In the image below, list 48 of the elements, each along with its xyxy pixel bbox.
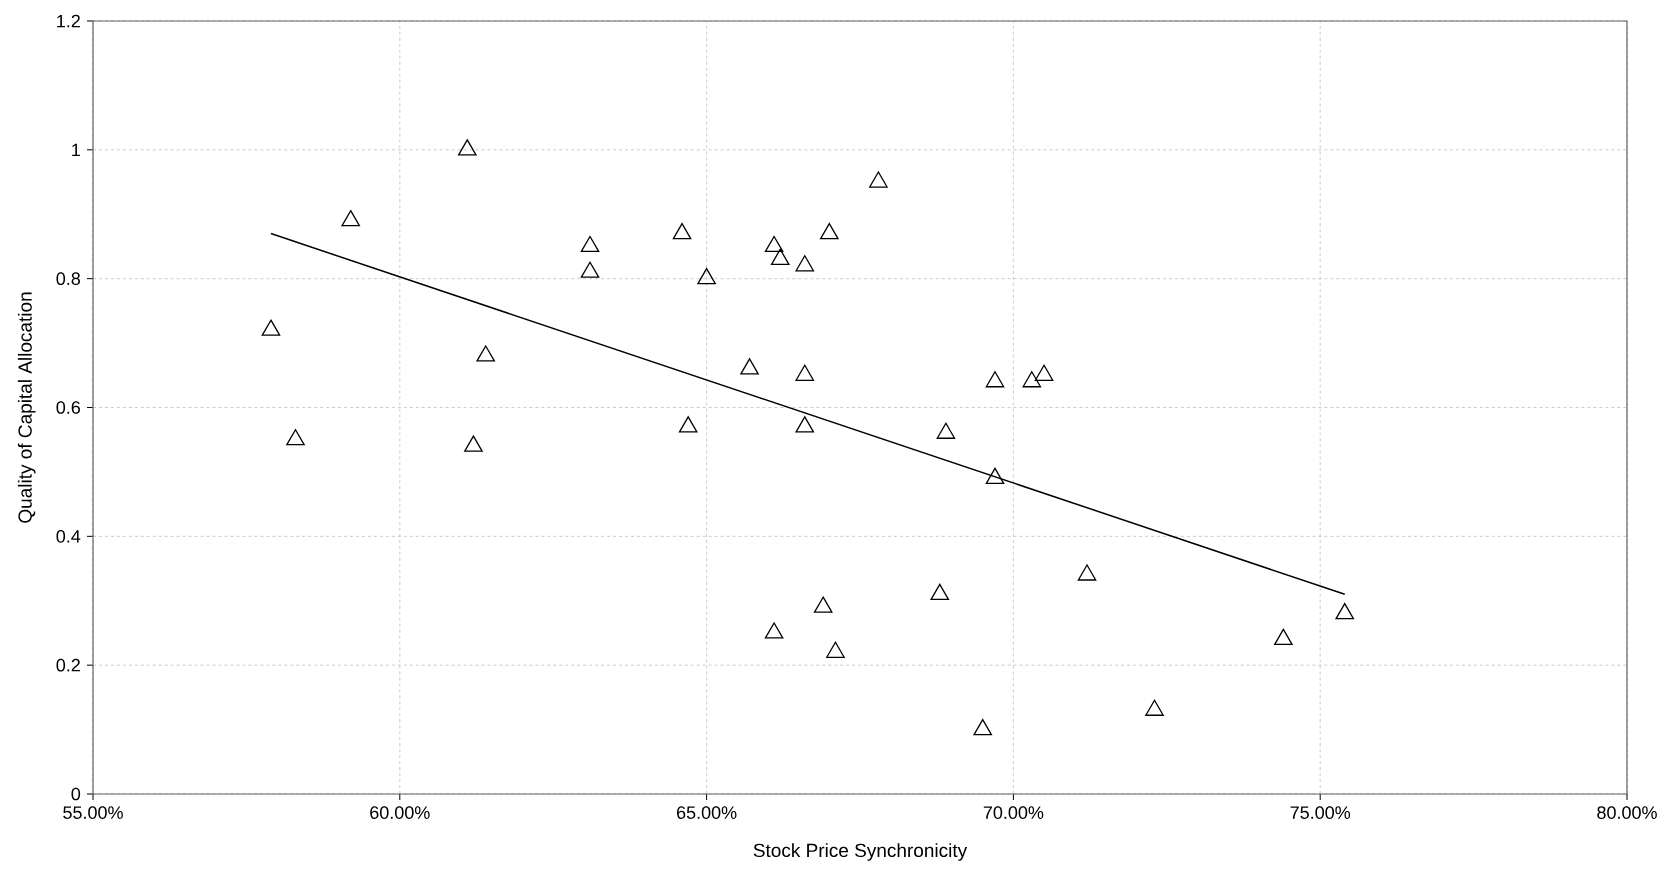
point [341, 210, 361, 227]
point [930, 583, 950, 600]
point [1022, 371, 1042, 388]
point [476, 345, 496, 362]
y-tick-label: 1.2 [57, 14, 80, 28]
x-tick-label: 65.00% [676, 806, 737, 819]
point [1335, 602, 1355, 620]
point [697, 268, 716, 285]
y-tick-label: 0.4 [56, 529, 81, 543]
point [580, 261, 600, 278]
point [1077, 564, 1097, 581]
x-tick-label: 60.00% [370, 806, 430, 819]
point [936, 422, 956, 439]
point [795, 364, 815, 381]
y-tick-label: 0.2 [56, 658, 80, 672]
point [261, 319, 281, 336]
point [795, 255, 815, 272]
point [813, 596, 833, 613]
x-axis-title: Stock Price Synchronicity [753, 843, 968, 861]
point [286, 429, 305, 446]
y-tick-label: 0.8 [56, 272, 81, 286]
point [672, 222, 692, 240]
point [464, 435, 483, 452]
point [1034, 364, 1054, 381]
point [869, 171, 888, 188]
point [1145, 699, 1164, 716]
point [985, 467, 1005, 485]
point [973, 718, 993, 736]
x-tick-label: 70.00% [983, 806, 1044, 819]
x-tick-label: 75.00% [1290, 806, 1351, 819]
point [826, 641, 845, 658]
point [740, 358, 759, 375]
point [764, 622, 784, 639]
point [770, 248, 790, 265]
point [820, 222, 839, 240]
point [580, 235, 600, 253]
y-axis-title: Quality of Capital Allocation [17, 292, 36, 523]
y-tick-label: 0 [71, 787, 81, 801]
y-tick-label: 1 [72, 143, 80, 157]
y-tick-label: 0.6 [56, 401, 81, 414]
point [678, 416, 698, 433]
point [985, 371, 1005, 388]
x-tick-label: 55.00% [63, 806, 123, 819]
point [457, 139, 477, 156]
point [795, 416, 815, 433]
point [764, 235, 784, 253]
point [1274, 628, 1293, 646]
x-tick-label: 80.00% [1597, 806, 1657, 819]
